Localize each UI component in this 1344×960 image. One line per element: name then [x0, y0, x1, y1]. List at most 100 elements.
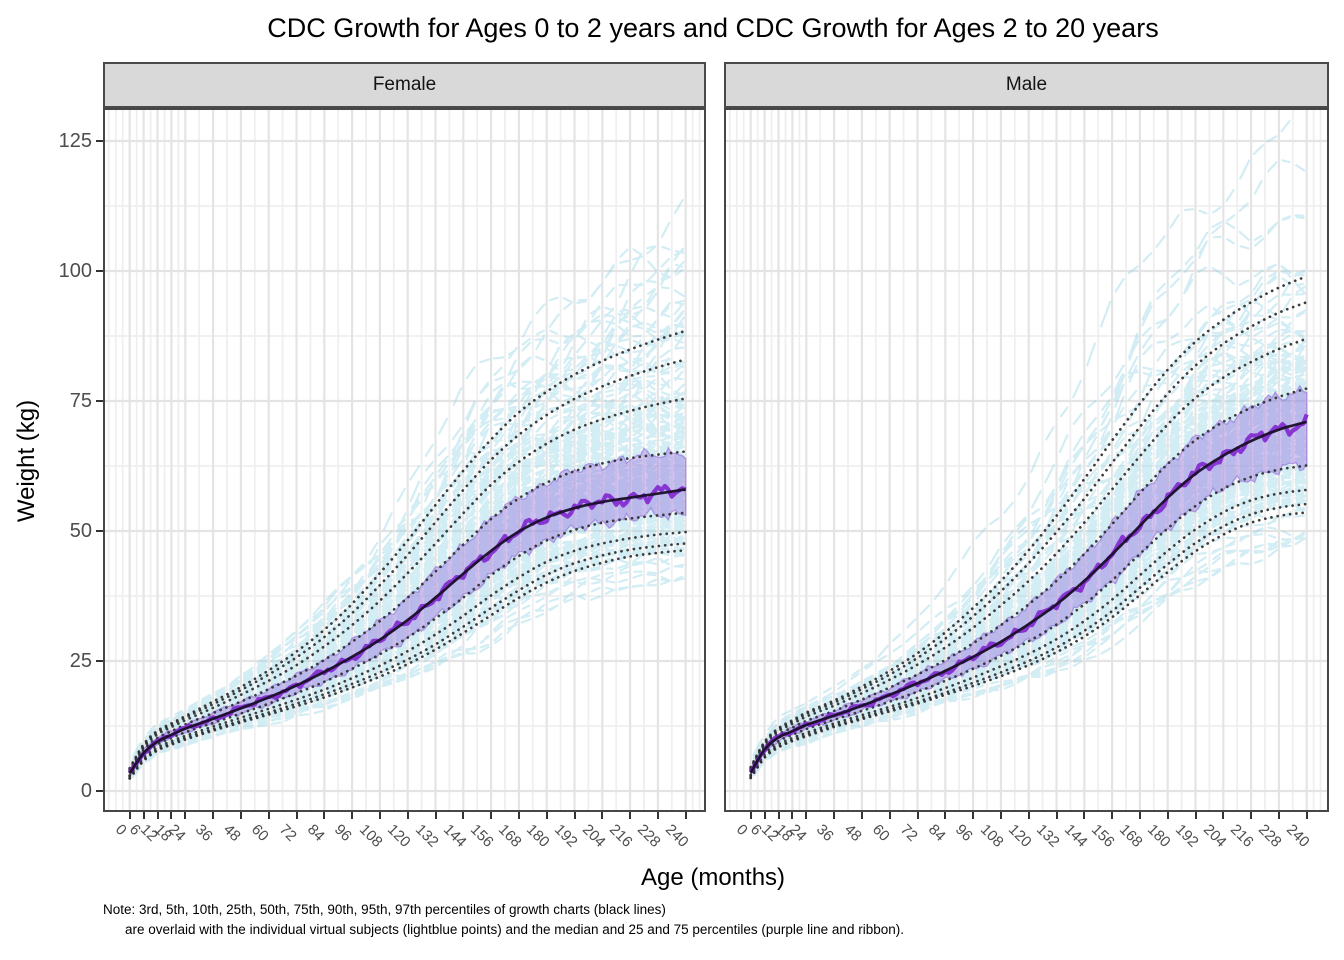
y-axis-title: Weight (kg) [13, 399, 40, 523]
x-tick-mark [212, 812, 215, 819]
cdc-percentile-line-97th [128, 329, 688, 770]
x-tick-mark [944, 812, 947, 819]
x-tick-label: 84 [303, 821, 328, 845]
x-tick-label: 0 [732, 821, 751, 839]
cdc-percentile-line-5th [749, 502, 1309, 779]
x-tick-label: 84 [924, 821, 949, 845]
x-tick-mark [777, 812, 780, 819]
x-tick-mark [1138, 812, 1141, 819]
x-tick-mark [916, 812, 919, 819]
empirical-median-line [127, 483, 687, 774]
x-tick-mark [351, 812, 354, 819]
y-tick-mark [96, 660, 103, 662]
x-tick-label: 144 [1060, 821, 1091, 851]
x-tick-label: 216 [606, 821, 637, 851]
x-tick-label: 240 [1282, 821, 1313, 851]
cdc-percentile-line-25th [128, 511, 688, 777]
x-tick-mark [128, 812, 131, 819]
note-line-1: Note: 3rd, 5th, 10th, 25th, 50th, 75th, … [103, 902, 666, 917]
panel-male-plot [724, 108, 1329, 812]
x-tick-label: 36 [192, 821, 217, 845]
y-tick-mark [96, 140, 103, 142]
x-tick-mark [1083, 812, 1086, 819]
x-tick-mark [749, 812, 752, 819]
x-tick-label: 72 [275, 821, 300, 845]
x-tick-label: 96 [331, 821, 356, 845]
cdc-percentile-line-90th [128, 397, 688, 772]
x-tick-label: 168 [495, 821, 525, 851]
y-tick-label: 0 [80, 780, 92, 802]
x-tick-label: 132 [1032, 821, 1063, 851]
y-tick-mark [96, 790, 103, 792]
x-tick-mark [462, 812, 465, 819]
cdc-percentile-line-50th [128, 488, 686, 775]
x-tick-label: 48 [841, 821, 865, 845]
cdc-percentile-line-90th [749, 337, 1309, 771]
x-tick-label: 120 [383, 821, 414, 851]
x-tick-label: 48 [220, 821, 244, 845]
x-tick-label: 180 [1143, 821, 1174, 851]
x-tick-label: 204 [578, 821, 609, 851]
x-tick-label: 204 [1199, 821, 1230, 851]
x-tick-mark [601, 812, 604, 819]
cdc-percentile-line-95th [749, 300, 1309, 770]
x-tick-mark [406, 812, 409, 819]
x-tick-mark [684, 812, 687, 819]
x-tick-mark [629, 812, 632, 819]
cdc-percentile-line-10th [749, 488, 1309, 778]
x-tick-label: 120 [1004, 821, 1035, 851]
x-tick-label: 228 [1255, 821, 1285, 851]
x-tick-mark [378, 812, 381, 819]
facet-strip-male: Male [724, 62, 1329, 108]
x-tick-label: 60 [247, 821, 272, 845]
y-tick-mark [96, 530, 103, 532]
x-tick-mark [1305, 812, 1308, 819]
x-tick-label: 192 [1171, 821, 1202, 851]
x-tick-label: 216 [1227, 821, 1258, 851]
panel-border [724, 108, 1329, 812]
cdc-percentile-line-75th [749, 387, 1309, 773]
x-tick-label: 60 [868, 821, 893, 845]
cdc-percentile-line-3rd [128, 548, 688, 780]
cdc-percentile-line-95th [128, 358, 688, 771]
x-tick-label: 192 [550, 821, 581, 851]
x-tick-label: 0 [111, 821, 130, 839]
x-tick-label: 156 [1088, 821, 1119, 851]
facet-strip-female-label: Female [372, 74, 437, 95]
x-tick-mark [1166, 812, 1169, 819]
plot-area [104, 109, 705, 811]
x-tick-label: 240 [661, 821, 692, 851]
x-tick-mark [323, 812, 326, 819]
x-tick-mark [239, 812, 242, 819]
cdc-percentile-line-50th [749, 420, 1308, 774]
x-tick-label: 36 [813, 821, 838, 845]
y-tick-label: 50 [69, 520, 92, 542]
y-tick-label: 25 [69, 650, 92, 672]
x-tick-mark [434, 812, 437, 819]
x-tick-mark [1027, 812, 1030, 819]
x-tick-mark [545, 812, 548, 819]
x-tick-mark [1111, 812, 1114, 819]
x-tick-mark [490, 812, 493, 819]
gridlines-minor [725, 109, 1328, 811]
x-tick-mark [805, 812, 808, 819]
x-tick-mark [142, 812, 145, 819]
x-tick-mark [972, 812, 975, 819]
x-tick-mark [791, 812, 794, 819]
x-tick-mark [1194, 812, 1197, 819]
y-tick-label: 125 [58, 130, 92, 152]
x-tick-mark [1277, 812, 1280, 819]
x-tick-mark [267, 812, 270, 819]
cdc-percentile-line-75th [128, 450, 688, 774]
x-tick-label: 108 [977, 821, 1007, 851]
x-tick-label: 180 [522, 821, 553, 851]
x-tick-mark [1222, 812, 1225, 819]
x-tick-label: 156 [467, 821, 498, 851]
facet-strip-male-label: Male [1005, 74, 1048, 95]
cdc-percentile-line-10th [128, 530, 688, 778]
x-tick-mark [763, 812, 766, 819]
x-tick-label: 144 [439, 821, 470, 851]
x-tick-mark [573, 812, 576, 819]
x-tick-mark [999, 812, 1002, 819]
